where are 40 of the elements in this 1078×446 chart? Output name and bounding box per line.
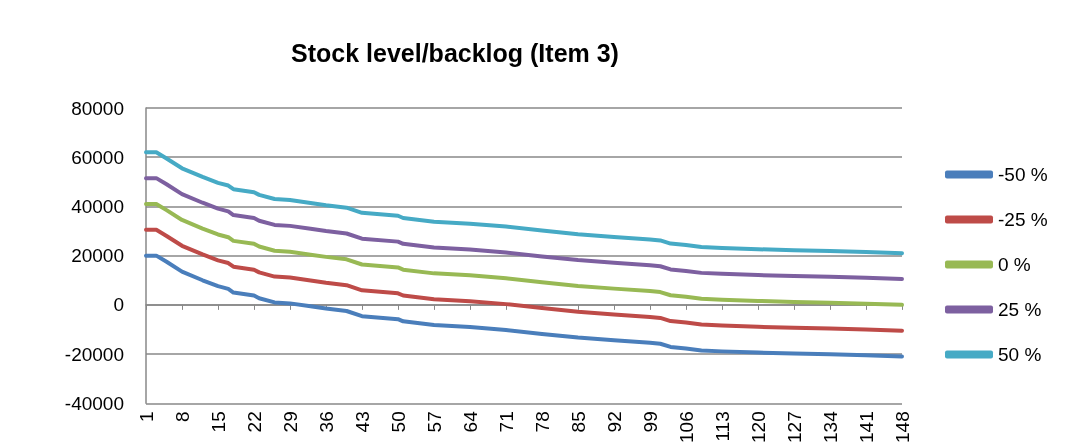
legend-label: 50 % bbox=[998, 344, 1042, 365]
legend-label: -25 % bbox=[998, 209, 1048, 230]
x-tick-label: 134 bbox=[819, 410, 841, 443]
x-tick-label: 78 bbox=[531, 411, 553, 433]
x-tick-label: 85 bbox=[567, 411, 589, 433]
x-tick-label: 148 bbox=[891, 411, 913, 443]
x-tick-label: 71 bbox=[495, 411, 517, 433]
line-series bbox=[144, 253, 904, 359]
x-tick-label: 141 bbox=[855, 411, 877, 443]
x-tick-label: 36 bbox=[315, 411, 337, 433]
x-tick-label: 120 bbox=[747, 411, 769, 443]
y-tick-label: 20000 bbox=[71, 245, 124, 267]
line-series bbox=[144, 227, 904, 333]
y-tick-label: -20000 bbox=[64, 343, 124, 365]
x-tick-label: 50 bbox=[387, 411, 409, 433]
x-tick-label: 99 bbox=[639, 411, 661, 433]
y-tick-label: 80000 bbox=[71, 97, 124, 119]
x-tick-label: 8 bbox=[171, 411, 193, 422]
x-tick-label: 64 bbox=[459, 410, 481, 433]
x-tick-label: 43 bbox=[351, 411, 373, 433]
x-tick-label: 22 bbox=[243, 411, 265, 433]
x-tick-label: 127 bbox=[783, 411, 805, 443]
y-tick-label: 40000 bbox=[71, 195, 124, 217]
x-tick-label: 92 bbox=[603, 411, 625, 433]
legend-label: 0 % bbox=[998, 254, 1031, 275]
y-tick-label: -40000 bbox=[64, 392, 124, 414]
y-tick-label: 0 bbox=[113, 294, 124, 316]
chart-title: Stock level/backlog (Item 3) bbox=[291, 38, 619, 67]
x-tick-label: 15 bbox=[207, 411, 229, 433]
x-tick-label: 29 bbox=[279, 411, 301, 433]
x-tick-label: 106 bbox=[675, 411, 697, 443]
legend-label: 25 % bbox=[998, 299, 1042, 320]
line-series bbox=[144, 150, 904, 256]
line-series bbox=[144, 176, 904, 282]
y-tick-label: 60000 bbox=[71, 146, 124, 168]
legend-label: -50 % bbox=[998, 164, 1048, 185]
x-tick-label: 57 bbox=[423, 411, 445, 433]
x-tick-label: 113 bbox=[711, 411, 733, 442]
line-series bbox=[144, 201, 904, 307]
x-tick-label: 1 bbox=[135, 411, 157, 422]
